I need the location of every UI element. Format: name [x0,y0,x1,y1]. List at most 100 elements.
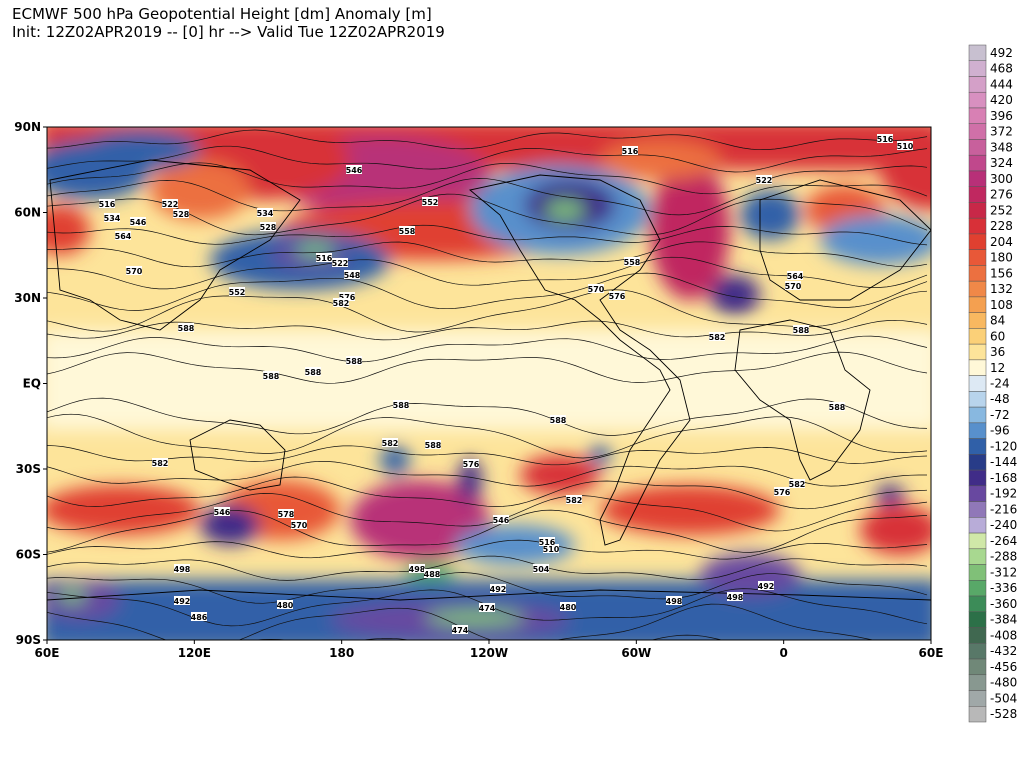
colorbar-swatch [968,422,987,439]
colorbar-swatch [968,611,987,628]
contour-label-bg [543,544,559,553]
contour-label: 516 [99,200,116,209]
contour-label-bg [550,415,566,424]
lon-label: 120E [178,646,211,660]
contour-label: 588 [425,441,442,450]
contour-label: 564 [787,272,804,281]
contour-label-bg [260,222,276,231]
colorbar-label: 300 [990,172,1013,186]
contour-label: 504 [533,565,550,574]
contour-label-bg [727,592,743,601]
colorbar-swatch [968,595,987,613]
height-contours [47,129,928,640]
contour-line [47,493,928,532]
contour-label: 548 [344,271,361,280]
contour-label: 546 [493,516,510,525]
contour-label-bg [588,284,604,293]
colorbar-label: 444 [990,77,1013,91]
colorbar-swatch [968,154,987,172]
contour-label: 492 [174,597,191,606]
colorbar-swatch [968,312,987,329]
europe-outline [759,179,931,301]
contour-label: 582 [333,299,350,308]
anomaly-blob [875,485,905,505]
colorbar-label: -144 [990,455,1017,469]
lat-label: 60N [14,206,41,220]
colorbar-label: -48 [990,392,1010,406]
colorbar-label: -336 [990,581,1017,595]
colorbar-label: 84 [990,314,1005,328]
colorbar-label: -240 [990,518,1017,532]
contour-label-bg [162,199,178,208]
colorbar-swatch [968,328,987,345]
contour-label-bg [787,271,803,280]
contour-line [47,603,875,640]
contour-label-bg [291,520,307,529]
contour-label-bg [490,584,506,593]
lat-label: 30N [14,291,41,305]
colorbar-label: 156 [990,266,1013,280]
contour-label: 486 [191,613,208,622]
colorbar-swatch [968,517,987,534]
contour-label: 546 [214,508,231,517]
contour-label: 576 [339,293,356,302]
contour-line [47,351,928,384]
contour-label-bg [479,603,495,612]
colorbar-label: 180 [990,251,1013,265]
colorbar-label: -360 [990,597,1017,611]
contour-label: 480 [277,601,294,610]
colorbar-swatch [968,359,987,376]
contour-label-bg [424,569,440,578]
colorbar-swatch [968,580,987,597]
contour-line [47,256,928,290]
contour-label-bg [333,298,349,307]
contour-label: 588 [263,372,280,381]
colorbar-label: -168 [990,471,1017,485]
anomaly-blob [57,589,87,603]
contour-label: 576 [463,460,480,469]
colorbar-swatch [968,296,987,313]
colorbar-label: -264 [990,534,1017,548]
americas-outline [469,174,691,546]
contour-label-bg [493,515,509,524]
colorbar-label: -120 [990,439,1017,453]
contour-label-bg [463,459,479,468]
colorbar-swatch [968,548,987,565]
contour-label-bg [877,134,893,143]
contour-label-bg [624,257,640,266]
contour-label-bg [214,507,230,516]
contour-label: 498 [409,565,426,574]
contour-line [47,289,928,333]
colorbar-label: 468 [990,62,1013,76]
anomaly-blob [520,455,600,495]
contour-label-bg [99,199,115,208]
contour-line [47,193,928,236]
contour-label: 498 [666,597,683,606]
colorbar-swatch [968,454,987,471]
contour-label-bg [332,258,348,267]
contour-label-bg [152,458,168,467]
contour-label-bg [409,564,425,573]
asia-outline [49,159,301,331]
colorbar-swatch [968,658,987,676]
contour-label-bg [104,213,120,222]
colorbar-swatch [968,249,987,266]
contour-label-bg [709,332,725,341]
colorbar-label: -288 [990,550,1017,564]
contour-label: 498 [174,565,191,574]
contour-label-bg [277,600,293,609]
colorbar-label: 252 [990,203,1013,217]
subtitle: Init: 12Z02APR2019 -- [0] hr --> Valid T… [12,23,445,41]
contour-label: 588 [393,401,410,410]
anomaly-blob [700,553,800,597]
anomaly-blob [710,275,760,315]
contour-label: 516 [877,135,894,144]
contour-label-bg [785,281,801,290]
lat-label: 60S [16,548,41,562]
contour-line [47,555,928,581]
contour-label: 552 [422,198,439,207]
colorbar-swatch [968,438,987,455]
anomaly-blob [740,190,800,240]
colorbar-swatch [968,233,987,250]
